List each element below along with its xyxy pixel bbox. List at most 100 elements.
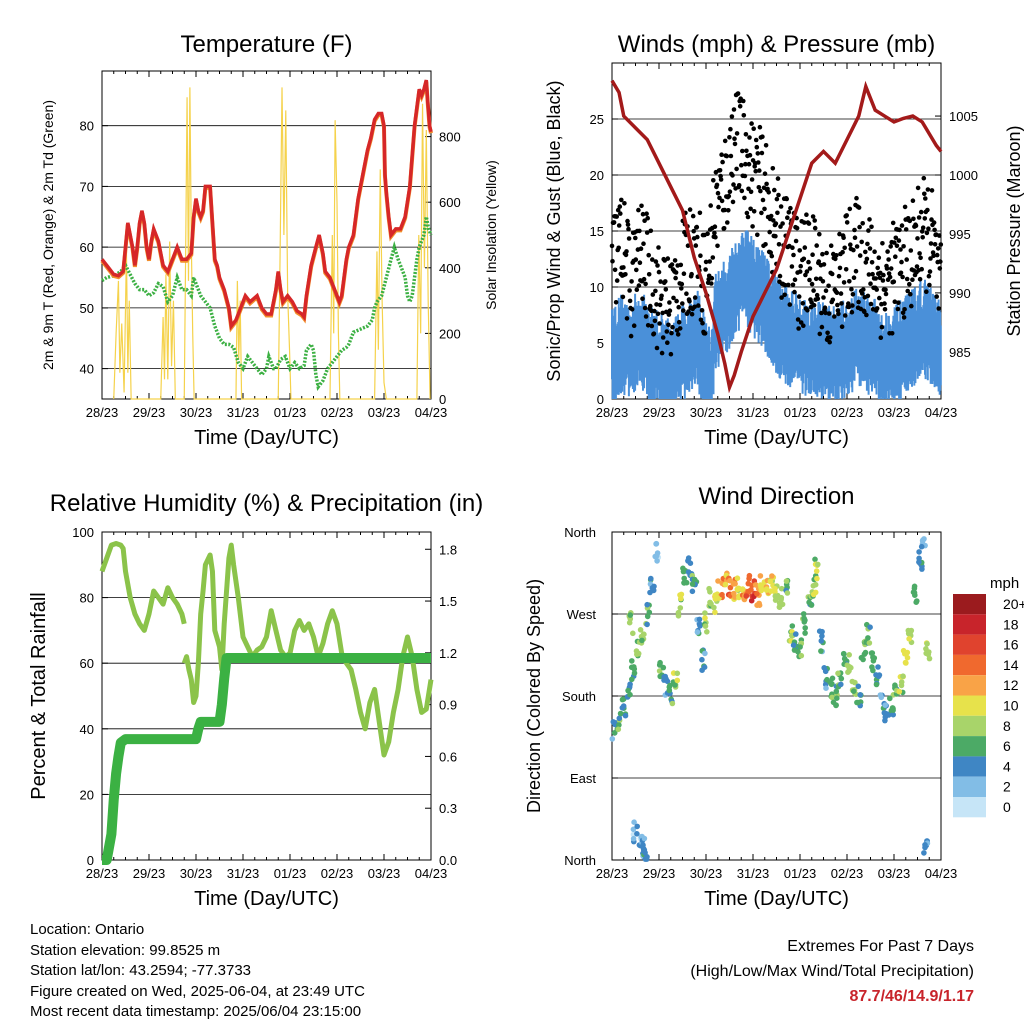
- gust-dot: [820, 251, 825, 257]
- gust-dot: [775, 176, 781, 181]
- direction-dot: [802, 630, 808, 636]
- direction-dot: [798, 652, 805, 659]
- gust-dot: [660, 335, 666, 340]
- gust-dot: [618, 211, 623, 216]
- direction-dot: [631, 819, 637, 825]
- direction-dot: [783, 578, 790, 584]
- direction-dot: [918, 543, 925, 550]
- gust-dot: [864, 256, 870, 262]
- direction-dot: [627, 612, 634, 618]
- gust-dot: [710, 255, 716, 260]
- direction-dot: [702, 623, 709, 629]
- gust-dot: [870, 271, 875, 277]
- gust-dot: [904, 257, 909, 262]
- gust-dot: [849, 286, 854, 292]
- x-tick-label: 29/23: [133, 405, 166, 420]
- y-axis-label: Percent & Total Rainfall: [28, 592, 50, 800]
- gust-dot: [789, 264, 795, 269]
- gust-dot: [707, 259, 712, 264]
- y-tick-label: West: [567, 607, 597, 622]
- x-tick-label: 30/23: [180, 866, 213, 881]
- gust-dot: [856, 205, 862, 210]
- direction-dot: [769, 573, 775, 579]
- direction-dot: [801, 615, 807, 622]
- gust-dot: [797, 269, 803, 274]
- direction-dot: [696, 621, 703, 627]
- gust-dot: [832, 314, 837, 319]
- gust-dot: [764, 181, 769, 187]
- gust-dot: [836, 273, 842, 279]
- gust-dot: [826, 283, 831, 289]
- direction-dot: [647, 589, 653, 596]
- gust-dot: [665, 256, 671, 261]
- gust-dot: [748, 189, 754, 195]
- direction-dot: [838, 681, 844, 688]
- gust-dot: [825, 330, 830, 336]
- gust-dot: [856, 299, 861, 305]
- gust-dot: [627, 288, 632, 293]
- gust-dot: [891, 279, 897, 285]
- direction-dot: [784, 590, 791, 596]
- recent-text: Most recent data timestamp: 2025/06/04 2…: [30, 1003, 362, 1020]
- direction-dot: [926, 655, 933, 662]
- legend-swatch: [953, 776, 986, 797]
- gust-dot: [839, 301, 844, 306]
- direction-dot: [689, 588, 696, 595]
- gust-dot: [847, 279, 852, 284]
- y2-tick-label: 800: [439, 130, 461, 145]
- direction-dot: [900, 647, 907, 654]
- gust-dot: [859, 239, 864, 245]
- gust-dot: [663, 287, 669, 292]
- gust-dot: [666, 312, 672, 317]
- gust-dot: [726, 193, 732, 199]
- gust-dot: [650, 257, 655, 262]
- gust-dot: [917, 276, 923, 282]
- gust-dot: [714, 182, 720, 188]
- gust-dot: [673, 270, 679, 275]
- y-axis-label: Direction (Colored By Speed): [524, 579, 544, 813]
- gust-dot: [851, 275, 857, 281]
- direction-dot: [654, 550, 661, 556]
- gust-dot: [679, 281, 685, 287]
- pressure-line: [610, 79, 943, 394]
- direction-dot: [813, 568, 820, 574]
- gust-dot: [743, 161, 748, 167]
- gust-dot: [755, 151, 761, 156]
- gust-dot: [705, 231, 710, 237]
- gust-dot: [903, 227, 909, 232]
- gust-dot: [865, 293, 871, 299]
- legend-label: 12: [1003, 677, 1019, 693]
- gust-dot: [631, 323, 637, 329]
- gust-dot: [884, 266, 890, 271]
- gust-dot: [889, 331, 895, 336]
- gust-dot: [888, 244, 893, 249]
- x-tick-label: 02/23: [831, 405, 864, 420]
- x-tick-label: 02/23: [321, 866, 354, 881]
- gust-dot: [916, 215, 922, 220]
- gust-dot: [609, 243, 615, 249]
- x-tick-label: 31/23: [227, 866, 260, 881]
- direction-dot: [694, 629, 701, 635]
- gust-dot: [741, 98, 746, 104]
- legend-swatch: [953, 736, 986, 757]
- gust-dot: [925, 207, 930, 213]
- direction-dot: [916, 559, 922, 565]
- gust-dot: [711, 178, 716, 183]
- gust-dot: [931, 253, 936, 259]
- direction-dot: [689, 581, 696, 587]
- gust-dot: [676, 304, 681, 310]
- gust-dot: [797, 248, 802, 253]
- gust-dot: [806, 221, 812, 226]
- gust-dot: [922, 191, 927, 197]
- direction-dot: [640, 842, 646, 848]
- gust-dot: [640, 211, 646, 217]
- gust-dot: [823, 310, 828, 316]
- gust-dot: [913, 223, 919, 229]
- gust-dot: [725, 220, 730, 225]
- gust-dot: [685, 243, 691, 248]
- y2-tick-label: 995: [949, 227, 971, 242]
- gust-dot: [646, 272, 652, 277]
- gust-dot: [746, 186, 751, 192]
- gust-dot: [641, 241, 646, 246]
